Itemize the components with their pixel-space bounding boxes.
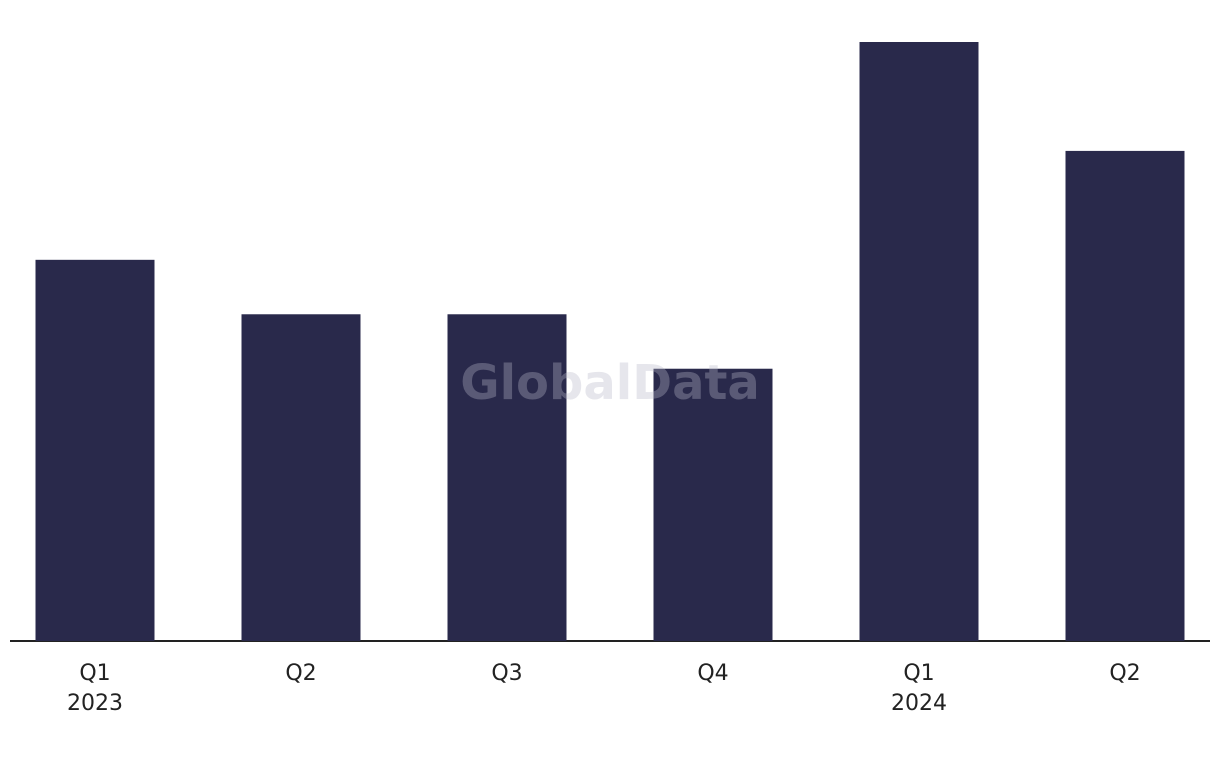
x-group-label: 2024 — [891, 691, 947, 716]
bar — [859, 42, 979, 641]
bar — [447, 314, 567, 641]
bar — [653, 368, 773, 641]
x-tick-label: Q1 — [903, 661, 934, 686]
x-tick-label: Q2 — [285, 661, 316, 686]
watermark: GlobalData — [460, 355, 760, 411]
x-tick-label: Q2 — [1109, 661, 1140, 686]
bar — [1065, 150, 1185, 641]
x-tick-label: Q4 — [697, 661, 728, 686]
bar — [241, 314, 361, 641]
bar — [35, 259, 155, 641]
x-tick-label: Q3 — [491, 661, 522, 686]
x-group-label: 2023 — [67, 691, 123, 716]
x-tick-label: Q1 — [79, 661, 110, 686]
